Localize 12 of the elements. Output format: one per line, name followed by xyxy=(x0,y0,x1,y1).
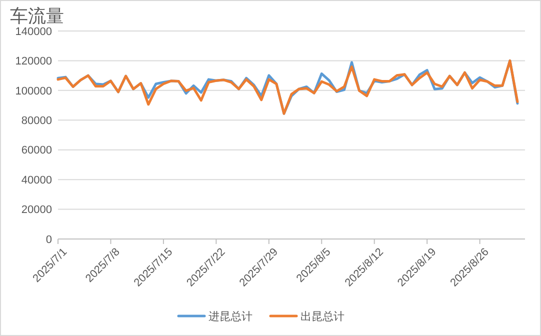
legend-label: 出昆总计 xyxy=(300,310,344,323)
y-tick-label: 140000 xyxy=(15,26,52,38)
y-tick-label: 100000 xyxy=(15,85,52,98)
y-tick-label: 120000 xyxy=(15,56,52,68)
y-tick-label: 60000 xyxy=(21,144,52,157)
chart-title: 车流量 xyxy=(10,6,64,26)
legend-label: 进昆总计 xyxy=(208,310,252,323)
y-tick-label: 20000 xyxy=(21,204,52,216)
y-tick-label: 40000 xyxy=(21,174,52,186)
line-series xyxy=(56,59,519,115)
y-tick-label: 80000 xyxy=(21,114,52,127)
y-tick-label: 0 xyxy=(46,234,52,246)
